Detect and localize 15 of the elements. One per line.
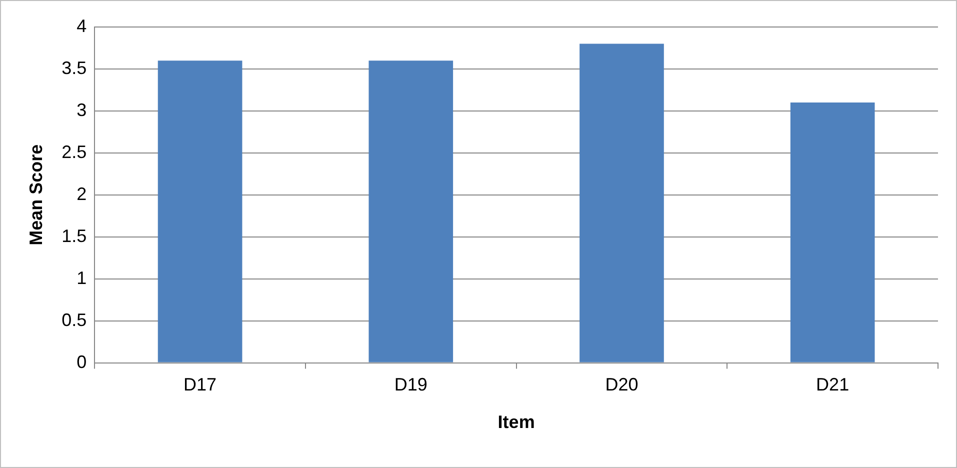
x-tick-label: D20 (605, 374, 638, 395)
y-tick-label: 4 (76, 16, 87, 36)
y-tick-label: 1.5 (62, 226, 87, 246)
y-tick-label: 0.5 (62, 310, 87, 330)
y-tick-label: 3.5 (62, 58, 87, 78)
y-tick-label: 0 (76, 352, 87, 372)
y-tick-label: 1 (76, 268, 87, 288)
y-tick-label: 2.5 (62, 142, 87, 162)
x-axis-title: Item (498, 412, 535, 432)
y-axis-title: Mean Score (26, 144, 46, 246)
x-tick-label: D19 (394, 374, 428, 395)
x-tick-label: D21 (816, 374, 850, 395)
x-tick-label: D17 (184, 374, 217, 395)
y-tick-label: 2 (76, 184, 87, 204)
y-tick-label: 3 (76, 100, 87, 120)
